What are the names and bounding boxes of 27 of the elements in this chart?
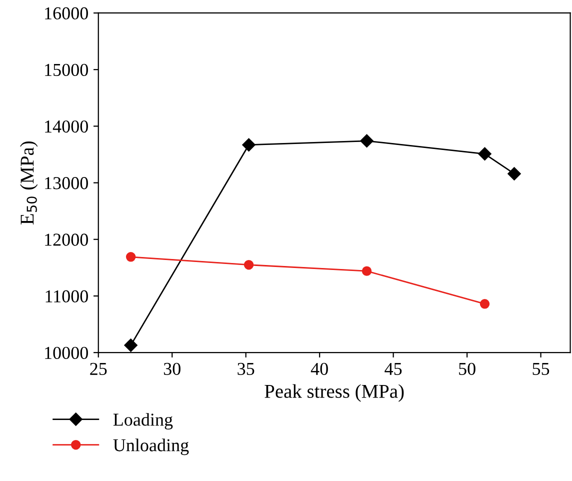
y-tick-label: 15000 (45, 64, 88, 76)
x-tick-label: 35 (238, 362, 254, 375)
x-tick-label: 40 (310, 362, 328, 375)
x-tick-label: 55 (532, 363, 550, 375)
point (508, 167, 521, 180)
point (244, 260, 254, 270)
point (480, 299, 490, 309)
x-axis-title: Peak stress (MPa) (264, 384, 404, 402)
x-tick-label: 45 (384, 362, 402, 375)
x-tick-label: 25 (90, 362, 107, 375)
y-tick-label: 13000 (45, 177, 88, 190)
legend-label: Loading (113, 413, 173, 430)
point (242, 138, 256, 152)
point (478, 147, 492, 161)
x-tick-label: 30 (164, 362, 180, 375)
y-tick-label: 11000 (46, 290, 88, 302)
y-tick-label: 12000 (45, 234, 88, 246)
point (362, 266, 372, 276)
point (360, 134, 374, 148)
point (124, 338, 138, 352)
y-axis-title: E$_{50}$ (MPa) (20, 141, 38, 225)
legend-label: Unloading (113, 438, 189, 456)
point (126, 252, 136, 262)
y-tick-label: 10000 (45, 346, 88, 360)
y-tick-label: 14000 (45, 120, 88, 133)
x-tick-label: 50 (459, 362, 476, 375)
y-tick-label: 16000 (45, 7, 88, 20)
